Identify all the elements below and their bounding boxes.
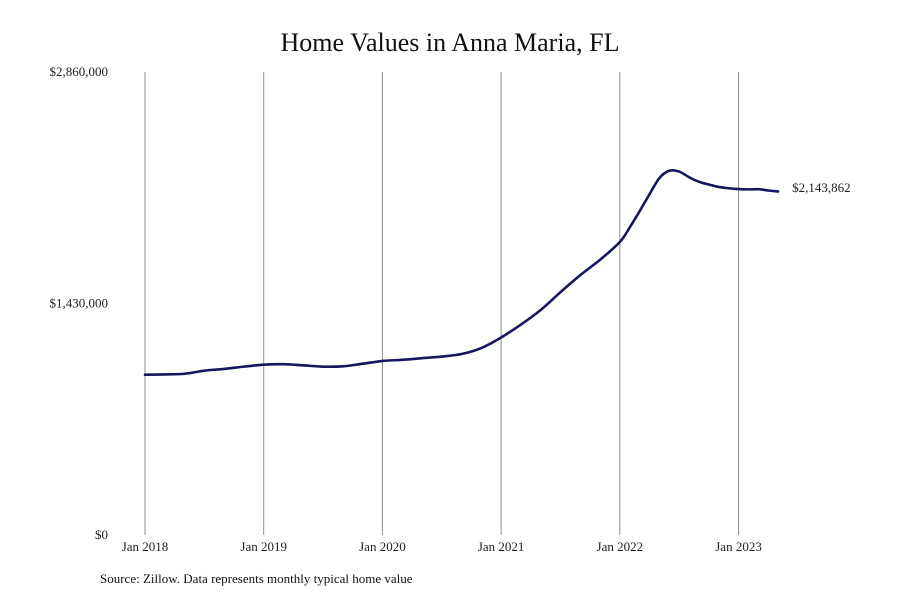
y-axis-tick-labels: $0 $1,430,000 $2,860,000: [50, 64, 109, 542]
source-note: Source: Zillow. Data represents monthly …: [100, 571, 413, 586]
y-tick-label: $1,430,000: [50, 296, 109, 311]
x-tick-label: Jan 2021: [478, 539, 525, 554]
x-tick-label: Jan 2019: [240, 539, 287, 554]
gridlines: [144, 72, 740, 535]
x-axis-tick-labels: Jan 2018 Jan 2019 Jan 2020 Jan 2021 Jan 2022…: [122, 539, 762, 554]
chart-title: Home Values in Anna Maria, FL: [280, 28, 620, 57]
x-tick-label: Jan 2018: [122, 539, 169, 554]
y-tick-label: $2,860,000: [50, 64, 109, 79]
end-value-label: $2,143,862: [792, 180, 851, 195]
x-tick-label: Jan 2023: [715, 539, 762, 554]
y-tick-label: $0: [95, 527, 108, 542]
x-tick-label: Jan 2022: [597, 539, 644, 554]
series-line: [143, 168, 780, 377]
x-tick-label: Jan 2020: [359, 539, 406, 554]
